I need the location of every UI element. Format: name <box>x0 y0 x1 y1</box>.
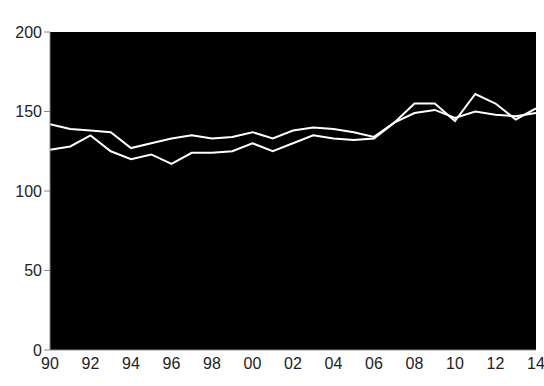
svg-text:08: 08 <box>406 355 424 372</box>
svg-text:50: 50 <box>24 262 42 279</box>
svg-text:92: 92 <box>82 355 100 372</box>
svg-text:14: 14 <box>527 355 536 372</box>
svg-text:90: 90 <box>41 355 59 372</box>
svg-text:200: 200 <box>15 24 42 41</box>
svg-text:04: 04 <box>325 355 343 372</box>
svg-text:12: 12 <box>487 355 505 372</box>
svg-text:150: 150 <box>15 103 42 120</box>
svg-text:0: 0 <box>33 342 42 359</box>
svg-text:06: 06 <box>365 355 383 372</box>
svg-text:100: 100 <box>15 183 42 200</box>
svg-text:96: 96 <box>163 355 181 372</box>
svg-text:98: 98 <box>203 355 221 372</box>
html-text:Hela landet: Hela landet <box>178 16 265 35</box>
svg-text:00: 00 <box>244 355 262 372</box>
svg-text:94: 94 <box>122 355 140 372</box>
svg-text:02: 02 <box>284 355 302 372</box>
svg-text:10: 10 <box>446 355 464 372</box>
html-text:Södermanlands län: Södermanlands län <box>292 16 440 35</box>
